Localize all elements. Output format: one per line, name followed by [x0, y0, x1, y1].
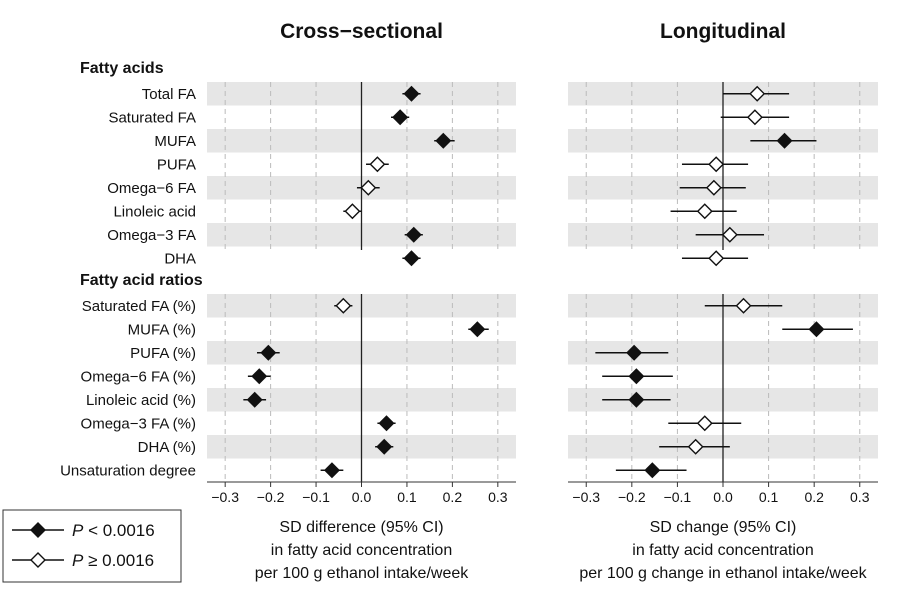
estimate-filled-diamond [628, 391, 645, 408]
x-tick-label: 0.3 [488, 489, 508, 505]
legend-threshold: ≥ 0.0016 [83, 551, 154, 570]
x-tick-label: −0.1 [664, 489, 692, 505]
row-label: Linoleic acid [113, 203, 196, 220]
estimate-filled-diamond [403, 85, 420, 102]
x-tick-label: −0.3 [211, 489, 239, 505]
x-axis-label: per 100 g ethanol intake/week [255, 565, 469, 582]
estimate-filled-diamond [376, 438, 393, 455]
row-label: PUFA [157, 156, 196, 173]
estimate-filled-diamond [260, 344, 277, 361]
estimate-filled-diamond [405, 226, 422, 243]
row-label: Unsaturation degree [60, 462, 196, 479]
legend-p-symbol: P [72, 521, 84, 540]
legend-filled-diamond-icon [30, 522, 46, 538]
estimate-filled-diamond [246, 391, 263, 408]
x-tick-label: 0.3 [850, 489, 870, 505]
row-label: Omega−6 FA (%) [81, 368, 196, 385]
estimate-open-diamond [369, 156, 386, 173]
group-title: Fatty acid ratios [80, 272, 203, 289]
estimate-filled-diamond [808, 321, 825, 338]
estimate-filled-diamond [628, 368, 645, 385]
estimate-open-diamond [335, 297, 352, 314]
x-tick-label: −0.2 [618, 489, 646, 505]
row-label: Saturated FA [108, 109, 196, 126]
x-tick-label: 0.1 [759, 489, 779, 505]
x-axis-label: per 100 g change in ethanol intake/week [579, 565, 867, 582]
x-tick-label: −0.1 [302, 489, 330, 505]
row-label: DHA [164, 250, 196, 267]
x-tick-label: −0.3 [572, 489, 600, 505]
estimate-open-diamond [687, 438, 704, 455]
estimate-filled-diamond [251, 368, 268, 385]
legend-box [2, 509, 182, 583]
group-title: Fatty acids [80, 60, 164, 77]
row-label: MUFA (%) [128, 321, 196, 338]
estimate-open-diamond [735, 297, 752, 314]
estimate-open-diamond [746, 109, 763, 126]
estimate-open-diamond [344, 203, 361, 220]
estimate-filled-diamond [644, 462, 661, 479]
estimate-filled-diamond [435, 132, 452, 149]
x-axis-label: in fatty acid concentration [632, 542, 813, 559]
legend-label: P ≥ 0.0016 [72, 551, 154, 570]
estimate-open-diamond [696, 203, 713, 220]
estimate-open-diamond [721, 226, 738, 243]
x-tick-label: 0.2 [804, 489, 824, 505]
row-label: MUFA [154, 133, 196, 150]
estimate-filled-diamond [392, 109, 409, 126]
panel-longitudinal: Longitudinal −0.3 −0.2 −0.1 0.0 0.1 0.2 0.3 SD c… [568, 20, 878, 582]
legend-open-diamond-icon [30, 552, 46, 568]
estimate-open-diamond [708, 156, 725, 173]
x-axis-label: in fatty acid concentration [271, 542, 452, 559]
panel-title: Cross−sectional [280, 20, 443, 43]
estimate-filled-diamond [323, 462, 340, 479]
x-tick-label: 0.0 [352, 489, 372, 505]
estimate-open-diamond [708, 250, 725, 267]
legend-label: P < 0.0016 [72, 521, 155, 540]
estimate-filled-diamond [626, 344, 643, 361]
estimate-open-diamond [696, 415, 713, 432]
estimate-open-diamond [749, 85, 766, 102]
panel-title: Longitudinal [660, 20, 786, 43]
estimate-filled-diamond [378, 415, 395, 432]
row-label: Saturated FA (%) [82, 298, 196, 315]
row-label: Omega−3 FA (%) [81, 415, 196, 432]
estimate-open-diamond [705, 179, 722, 196]
row-label: Total FA [142, 86, 196, 103]
x-tick-label: −0.2 [257, 489, 285, 505]
x-tick-label: 0.0 [713, 489, 733, 505]
legend-threshold: < 0.0016 [83, 521, 154, 540]
estimate-open-diamond [360, 179, 377, 196]
legend-p-symbol: P [72, 551, 84, 570]
x-axis-label: SD difference (95% CI) [279, 519, 443, 536]
row-label: Omega−3 FA [107, 227, 196, 244]
row-label: Omega−6 FA [107, 180, 196, 197]
x-axis-label: SD change (95% CI) [650, 519, 797, 536]
estimate-filled-diamond [403, 250, 420, 267]
row-label: PUFA (%) [130, 345, 196, 362]
estimate-filled-diamond [776, 132, 793, 149]
row-label: Linoleic acid (%) [86, 392, 196, 409]
x-tick-label: 0.1 [397, 489, 417, 505]
estimate-filled-diamond [469, 321, 486, 338]
row-label: DHA (%) [138, 439, 196, 456]
panel-cross-sectional: Cross−sectional −0.3 −0.2 −0.1 0.0 0.1 0.2 0.3 S… [207, 20, 516, 582]
x-tick-label: 0.2 [443, 489, 463, 505]
